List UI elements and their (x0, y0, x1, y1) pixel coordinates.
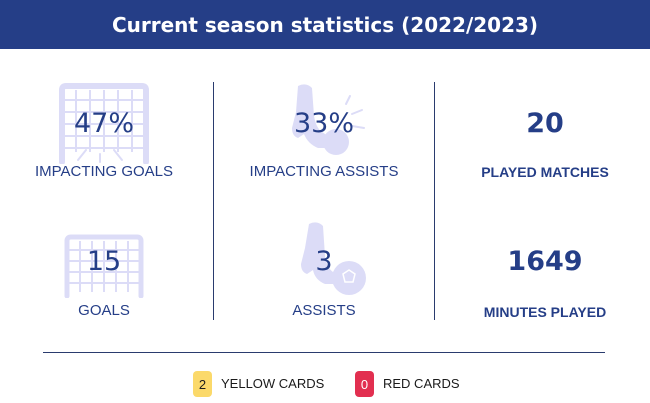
stats-header: Current season statistics (2022/2023) (0, 0, 650, 49)
stat-assists: 3 ASSISTS (234, 222, 414, 322)
goal-net-icon (64, 234, 144, 298)
impacting-goals-label: IMPACTING GOALS (34, 163, 174, 180)
column-divider (213, 82, 214, 320)
boot-ball-icon (292, 84, 365, 155)
red-cards-label: RED CARDS (383, 376, 460, 391)
goals-value: 15 (86, 246, 122, 277)
header-title: Current season statistics (2022/2023) (111, 12, 539, 37)
stat-impacting-goals: 47% IMPACTING GOALS (14, 80, 194, 190)
column-divider (434, 82, 435, 320)
stat-goals: 15 GOALS (14, 232, 194, 322)
played-matches-label: PLAYED MATCHES (481, 164, 609, 180)
assists-value: 3 (315, 246, 333, 277)
cards-summary: 2 YELLOW CARDS 0 RED CARDS (0, 371, 650, 397)
goal-net-icon (59, 83, 149, 164)
yellow-cards-label: YELLOW CARDS (221, 376, 325, 391)
played-matches-value: 20 (526, 108, 564, 139)
stat-minutes-played: 1649 MINUTES PLAYED (455, 232, 635, 322)
impacting-assists-label: IMPACTING ASSISTS (249, 163, 399, 180)
impacting-goals-value: 47% (73, 108, 134, 139)
assists-label: ASSISTS (292, 302, 356, 319)
stat-played-matches: 20 PLAYED MATCHES (455, 80, 635, 190)
minutes-played-value: 1649 (507, 246, 583, 277)
section-divider (43, 352, 605, 353)
goals-label: GOALS (78, 302, 130, 319)
impacting-assists-value: 33% (293, 108, 354, 139)
red-card-badge: 0 (355, 371, 374, 397)
yellow-card-badge: 2 (193, 371, 212, 397)
minutes-played-label: MINUTES PLAYED (483, 304, 607, 320)
boot-ball-icon (301, 222, 366, 295)
stat-impacting-assists: 33% IMPACTING ASSISTS (234, 80, 414, 190)
